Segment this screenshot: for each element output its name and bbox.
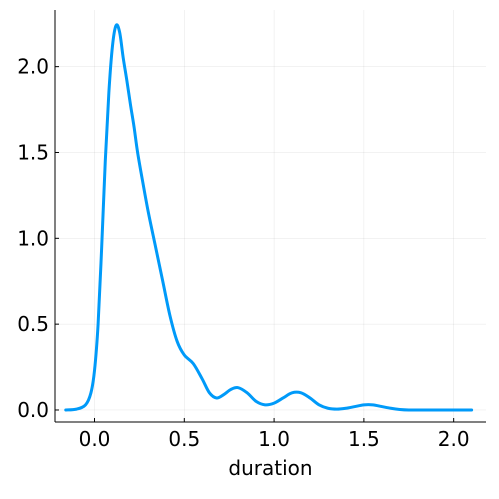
series-line-density [64,23,474,412]
grid-lines [55,10,486,422]
y-tick-label-1: 0.5 [17,312,49,336]
x-tick-label-3: 1.5 [348,427,380,451]
x-tick-label-4: 2.0 [438,427,470,451]
x-tick-label-0: 0.0 [79,427,111,451]
x-axis-label: duration [228,456,312,480]
axes [54,10,486,423]
x-tick-label-1: 0.5 [168,427,200,451]
y-tick-label-4: 2.0 [17,55,49,79]
x-tick-label-2: 1.0 [258,427,290,451]
y-tick-label-0: 0.0 [17,398,49,422]
y-tick-label-2: 1.0 [17,226,49,250]
ticks: 0.0 0.5 1.0 1.5 2.0 0.0 0.5 1.0 1.5 2.0 [17,55,469,451]
series-group [64,23,474,412]
y-tick-label-3: 1.5 [17,140,49,164]
